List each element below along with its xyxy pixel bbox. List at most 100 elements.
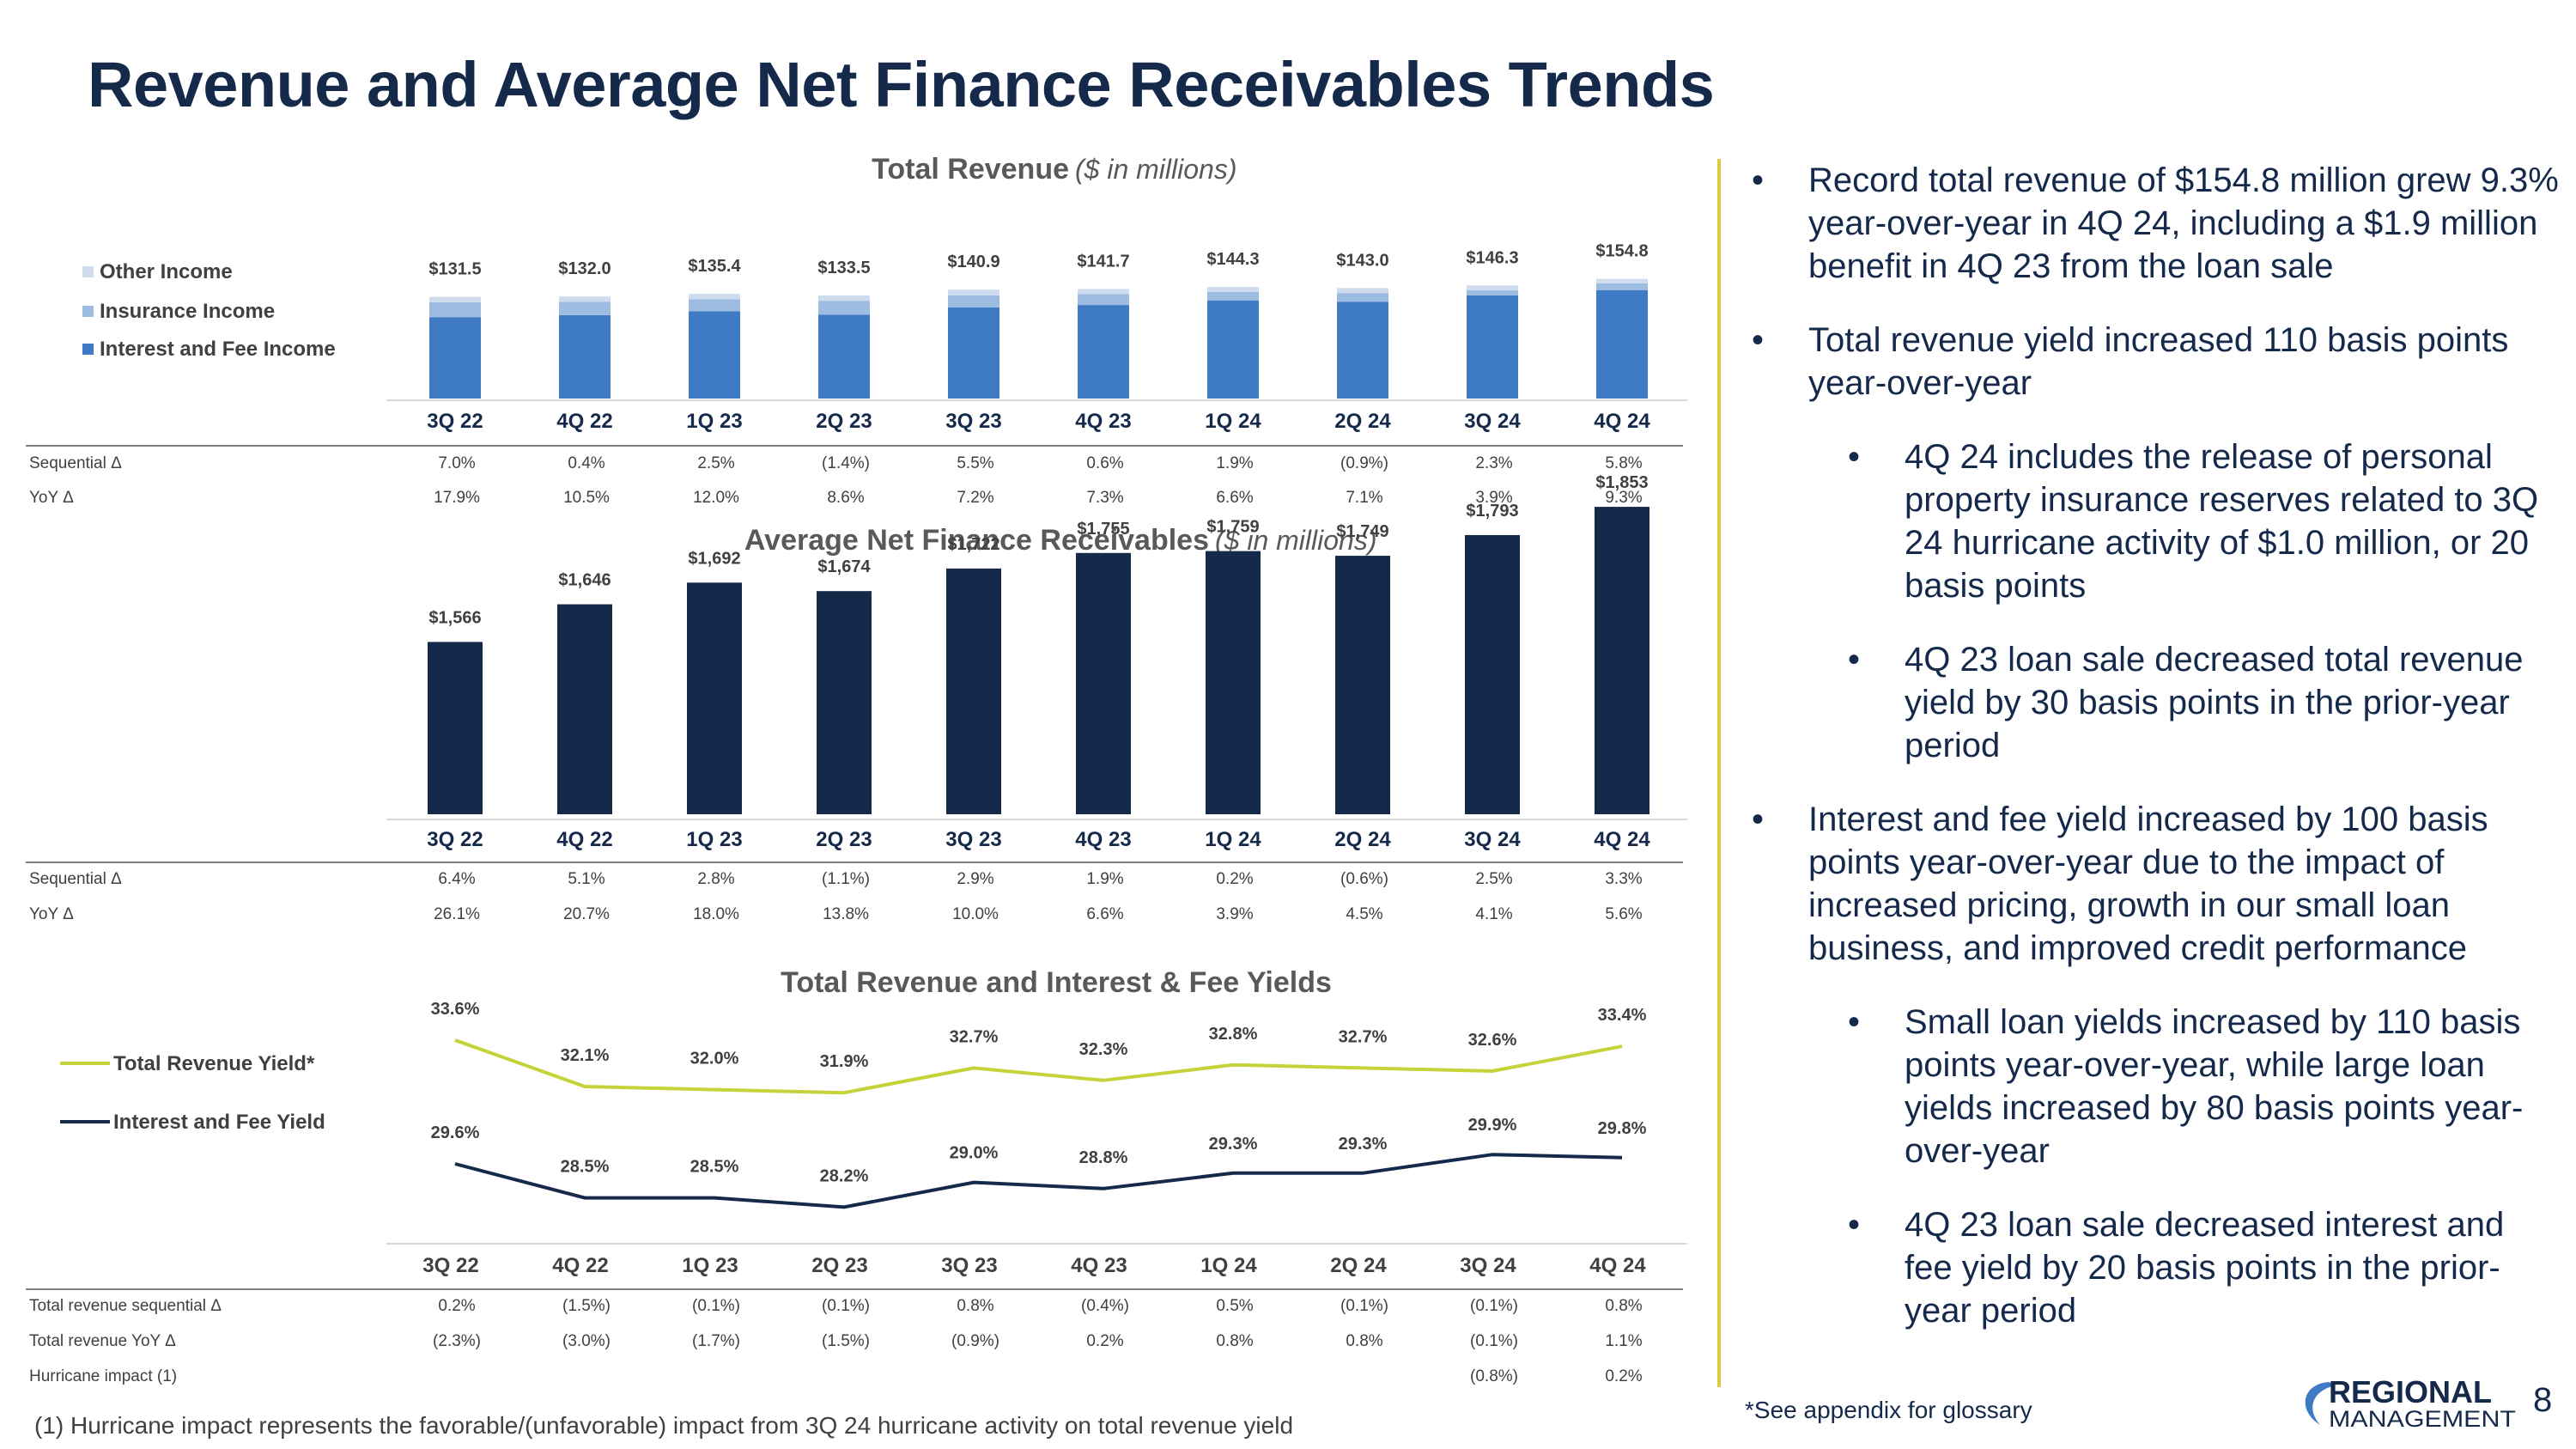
table-cell: 10.5% [563,489,610,507]
bar [946,568,1001,814]
page-number: 8 [2533,1381,2553,1419]
legend-swatch [82,306,94,317]
table-cell: 17.9% [434,489,480,507]
bullet-item: Total revenue yield increased 110 basis … [1752,319,2559,405]
bullet-item: Interest and fee yield increased by 100 … [1752,798,2559,970]
table-cell: 2.3% [1475,454,1512,472]
data-label: $1,692 [688,549,740,568]
table-cell: 5.6% [1605,905,1642,923]
sub-bullet-item: 4Q 23 loan sale decreased interest and f… [1848,1203,2559,1332]
table-cell: 0.5% [1216,1297,1253,1315]
data-label: 32.6% [1468,1031,1517,1050]
table-cell: 20.7% [563,905,610,923]
tick-label: 2Q 24 [1334,410,1391,433]
bar-segment [1207,300,1259,399]
data-label: 28.5% [561,1158,610,1177]
data-label: 28.5% [690,1158,739,1177]
chart-subtitle: ($ in millions) [1215,525,1376,556]
bar [687,582,742,814]
tick-label: 4Q 24 [1594,828,1650,851]
bar-segment [818,301,870,315]
data-label: 29.0% [950,1144,999,1163]
table-cell: 0.2% [438,1297,475,1315]
bar-segment [559,314,611,399]
bar-segment [948,289,999,295]
table-cell: (0.4%) [1081,1297,1129,1315]
data-label: 29.6% [431,1123,480,1142]
data-label: $133.5 [817,259,870,277]
data-label: 33.6% [431,1000,480,1019]
tick-label: 2Q 23 [816,410,872,433]
data-label: 28.8% [1079,1148,1128,1167]
table-cell: 0.8% [1216,1332,1253,1350]
table-cell: 0.4% [568,454,605,472]
data-label: 32.0% [690,1050,739,1068]
table-row-label: Total revenue sequential Δ [29,1297,222,1315]
data-label: 33.4% [1598,1006,1647,1025]
bar-segment [818,295,870,301]
bar [428,642,483,814]
data-label: 32.7% [950,1027,999,1046]
table-cell: 4.5% [1346,905,1382,923]
bar-segment [1337,288,1388,294]
tick-label: 1Q 23 [686,410,742,433]
chart-subtitle: ($ in millions) [1075,154,1236,185]
table-cell: 1.9% [1086,870,1123,888]
data-label: $1,566 [428,608,481,627]
table-cell: 6.6% [1086,905,1123,923]
tick-label: 3Q 23 [941,1254,997,1277]
tick-label: 2Q 23 [816,828,872,851]
table-cell: 7.3% [1086,489,1123,507]
data-label: 29.3% [1339,1135,1388,1154]
data-label: 29.3% [1209,1135,1258,1154]
bar-segment [1337,293,1388,302]
data-label: 29.9% [1468,1116,1517,1135]
table-row-label: Hurricane impact (1) [29,1367,177,1385]
tick-label: 2Q 24 [1334,828,1391,851]
bar-segment [1596,278,1648,283]
data-label: $131.5 [428,260,481,279]
commentary-bullets: Record total revenue of $154.8 million g… [1752,159,2559,1363]
logo-line1: REGIONAL [2329,1375,2492,1409]
data-label: $1,646 [558,571,611,590]
legend-label: Total Revenue Yield* [113,1052,315,1075]
table-cell: (1.7%) [692,1332,740,1350]
tick-label: 4Q 23 [1071,1254,1127,1277]
legend-swatch [82,266,94,277]
table-cell: (0.1%) [1470,1332,1518,1350]
tick-label: 3Q 24 [1460,1254,1516,1277]
table-cell: 0.2% [1086,1332,1123,1350]
bar-segment [559,301,611,315]
bar-segment [948,295,999,307]
tick-label: 3Q 24 [1464,410,1521,433]
table-cell: (0.9%) [951,1332,999,1350]
bar-segment [818,314,870,399]
bar-segment [1207,291,1259,301]
table-cell: 2.5% [697,454,734,472]
bullet-item: Record total revenue of $154.8 million g… [1752,159,2559,288]
tick-label: 3Q 22 [427,828,483,851]
table-cell: (0.1%) [1340,1297,1388,1315]
vertical-divider [1717,159,1721,1387]
table-cell: 10.0% [952,905,999,923]
data-label: 32.3% [1079,1040,1128,1059]
table-cell: 5.8% [1605,454,1642,472]
bar-segment [1596,283,1648,290]
data-label: 31.9% [820,1052,869,1071]
charts-area: Total Revenue ($ in millions)$131.53Q 22$… [26,153,1687,1385]
bar [1076,552,1131,814]
data-label: 28.2% [820,1166,869,1185]
bar [1595,507,1649,814]
data-label: $1,759 [1206,518,1259,537]
sub-bullet-item: 4Q 24 includes the release of personal p… [1848,435,2559,607]
bar-segment [559,296,611,302]
bar-segment [429,296,481,302]
bar-segment [1467,285,1518,290]
table-cell: 3.9% [1216,905,1253,923]
data-label: 32.8% [1209,1025,1258,1044]
data-label: $144.3 [1206,250,1259,269]
data-label: $1,755 [1077,520,1129,539]
table-cell: 1.9% [1216,454,1253,472]
table-cell: (3.0%) [562,1332,611,1350]
table-cell: (0.1%) [822,1297,870,1315]
